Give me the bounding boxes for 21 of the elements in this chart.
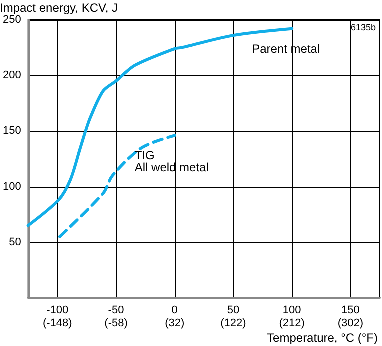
- y-tick-label: 200: [2, 70, 22, 82]
- x2-tick-label: (212): [279, 318, 305, 330]
- x2-tick-label: (122): [220, 318, 246, 330]
- x-tick-label: 100: [282, 304, 302, 316]
- x2-tick-label: (-58): [104, 318, 128, 330]
- x-tick-label: -100: [46, 304, 69, 316]
- y-tick-label: 50: [9, 236, 22, 248]
- annotation: 6135b: [350, 22, 376, 32]
- y-tick-label: 250: [2, 14, 22, 26]
- x2-tick-label: (32): [165, 318, 185, 330]
- y-axis-title: Impact energy, KCV, J: [0, 1, 118, 15]
- line-series: [58, 134, 176, 238]
- x-axis-title: Temperature, °C (°F): [267, 331, 378, 345]
- x-tick-label: 50: [227, 304, 240, 316]
- x2-tick-label: (302): [338, 318, 364, 330]
- y-tick-label: 100: [2, 180, 22, 193]
- x2-tick-label: (-148): [42, 318, 72, 330]
- y-tick-label: 150: [2, 125, 22, 138]
- x-tick-label: -50: [108, 304, 124, 316]
- x-tick-label: 150: [342, 304, 360, 316]
- x-tick-label: 0: [172, 304, 178, 316]
